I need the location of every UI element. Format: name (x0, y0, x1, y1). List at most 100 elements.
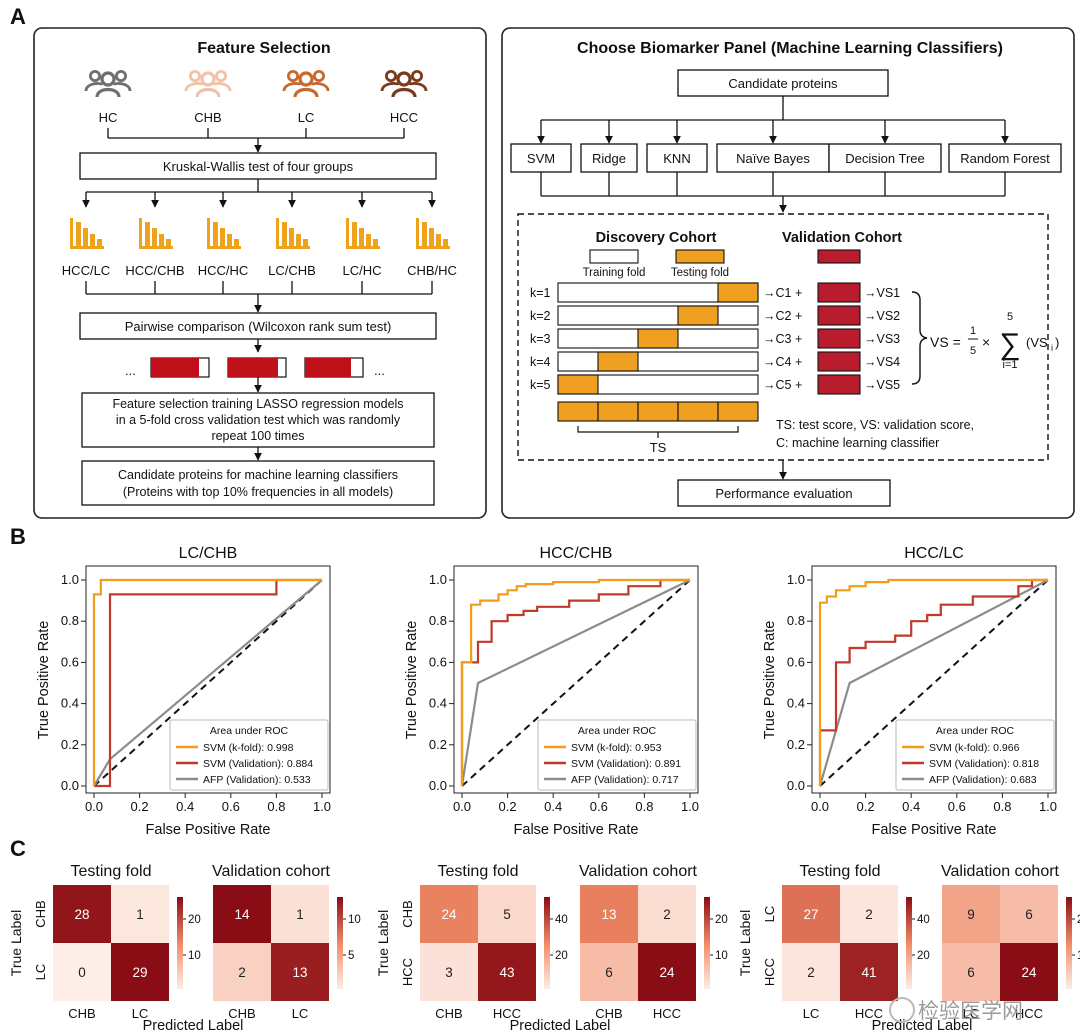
roc-chart: LC/CHB 0.0 0.0 0.2 0.2 0.4 0.4 0.6 0.6 0.8 0.8 1.0 1… (36, 545, 331, 838)
x-tick-label: 0.2 (131, 799, 149, 814)
classifier-ridge: Ridge (592, 151, 626, 166)
matrix-cell-value: 2 (865, 907, 873, 922)
pairwise-label: Pairwise comparison (Wilcoxon rank sum t… (125, 319, 392, 334)
y-tick-label: 1.0 (429, 572, 447, 587)
summation-brace (911, 291, 928, 385)
legend-entry: SVM (k-fold): 0.966 (929, 742, 1020, 754)
y-axis-label: True Label (737, 910, 753, 976)
colorbar-label: 20 (188, 914, 201, 926)
testing-fold (557, 374, 599, 395)
matrix-cell-value: 6 (1025, 907, 1033, 922)
roc-axes-frame (85, 565, 331, 794)
connectors-kruskal (82, 179, 436, 208)
matrix-cell (420, 885, 478, 943)
matrix-cell (580, 885, 638, 943)
selection-bar-fill (305, 358, 351, 377)
matrix-cell-value: 9 (967, 907, 975, 922)
roc-legend (537, 719, 697, 791)
validation-matrix: Validation cohort 13 2 6 24 CHB HCC 20 10 (579, 863, 728, 1021)
x-tick-label: 0.0 (811, 799, 829, 814)
lasso-line: Feature selection training LASSO regress… (112, 397, 403, 411)
y-axis-label: True Positive Rate (36, 621, 52, 740)
candidates-box (81, 460, 435, 506)
matrix-cell (942, 885, 1000, 943)
y-tick-label: 0.0 (429, 778, 447, 793)
classifier-svm: SVM (527, 151, 555, 166)
validation-score: →VS2 (864, 309, 900, 323)
comparison-label: HCC/HC (198, 263, 249, 278)
colorbar-label: 40 (555, 914, 568, 926)
sigma-icon: ∑ (999, 328, 1020, 361)
matrix-cell (638, 943, 696, 1001)
colorbar-label: 20 (1077, 914, 1080, 926)
formula-numerator: 1 (970, 325, 976, 337)
people-icon-lc (282, 69, 330, 99)
classifier-result: →C2 + (763, 309, 802, 323)
selection-bars: ... ... (125, 357, 385, 378)
classifier-decision-tree: Decision Tree (845, 151, 924, 166)
bar-chart-icon (207, 218, 241, 249)
x-tick-label: 0.4 (544, 799, 562, 814)
matrix-title: Validation cohort (941, 863, 1060, 880)
y-tick-label: 0.8 (61, 613, 79, 628)
feature-selection-frame (33, 27, 487, 519)
y-tick-label: 1.0 (787, 572, 805, 587)
matrix-cell-value: 1 (136, 907, 144, 922)
fold-row (557, 305, 759, 326)
matrix-cell-value: 0 (78, 965, 86, 980)
y-class-label: HCC (400, 958, 415, 986)
formula-close: ) (1055, 335, 1059, 350)
legend-entry: SVM (Validation): 0.818 (929, 758, 1039, 770)
colorbar-label: 20 (715, 914, 728, 926)
roc-curve (818, 578, 1048, 786)
testing-matrix: Testing fold 24 5 3 43 CHB CHB HCC HCC 40 20 (400, 863, 568, 1021)
comparison-label: LC/HC (342, 263, 381, 278)
x-axis-label: False Positive Rate (146, 822, 271, 838)
classifier-result: →C1 + (763, 286, 802, 300)
chance-diagonal (93, 579, 323, 787)
legend-line: C: machine learning classifier (776, 436, 939, 450)
matrix-cell-value: 6 (605, 965, 613, 980)
matrix-cell-value: 24 (441, 907, 457, 922)
colorbar (1066, 897, 1072, 989)
x-class-label: CHB (595, 1006, 622, 1021)
candidates-line: Candidate proteins for machine learning … (118, 468, 398, 482)
legend-title: Area under ROC (936, 725, 1015, 737)
roc-curve (818, 579, 1049, 787)
y-tick-label: 1.0 (61, 572, 79, 587)
matrix-cell-value: 24 (659, 965, 675, 980)
panel-label-b: B (10, 524, 26, 549)
colorbar-label: 10 (1077, 950, 1080, 962)
k-label: k=1 (530, 286, 551, 300)
y-axis-label: True Label (375, 910, 391, 976)
y-class-label: CHB (400, 900, 415, 927)
legend-title: Area under ROC (210, 725, 289, 737)
matrix-cell (53, 885, 111, 943)
x-tick-label: 0.6 (590, 799, 608, 814)
panel-label-c: C (10, 836, 26, 861)
classifier-box (646, 143, 708, 173)
y-class-label: LC (33, 964, 48, 981)
matrix-cell (478, 943, 536, 1001)
formula-sum-bottom: i=1 (1003, 359, 1018, 371)
validation-block (817, 305, 861, 326)
legend-entry: SVM (k-fold): 0.953 (571, 742, 662, 754)
lasso-line: repeat 100 times (211, 429, 304, 443)
x-class-label: LC (803, 1006, 820, 1021)
performance-box (677, 479, 891, 507)
biomarker-panel-title: Choose Biomarker Panel (Machine Learning… (577, 40, 1003, 57)
y-class-label: CHB (33, 900, 48, 927)
selection-bar-fill (151, 358, 199, 377)
matrix-cell (271, 943, 329, 1001)
matrix-cell-value: 24 (1021, 965, 1037, 980)
legend-entry: AFP (Validation): 0.533 (203, 774, 311, 786)
matrix-cell (420, 943, 478, 1001)
formula-times: × (982, 334, 990, 350)
colorbar (177, 897, 183, 989)
formula-subscript: i (1051, 343, 1053, 353)
matrix-cell-value: 43 (499, 965, 514, 980)
x-class-label: LC (963, 1006, 980, 1021)
matrix-cell (840, 885, 898, 943)
matrix-cell (942, 943, 1000, 1001)
